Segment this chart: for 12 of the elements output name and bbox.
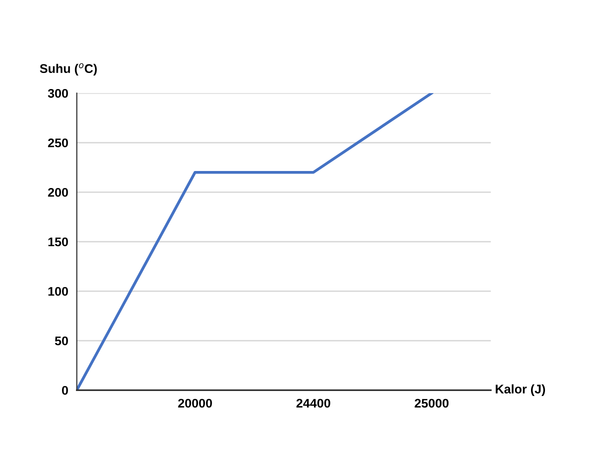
y-tick-label: 300	[48, 88, 68, 98]
x-tick-label: 25000	[414, 398, 449, 408]
x-axis-title: Kalor (J)	[496, 384, 546, 396]
y-tick-label: 150	[48, 237, 68, 246]
y-axis-title: Suhu ($^{o}$C)	[40, 63, 97, 76]
x-tick-label: 20000	[178, 398, 212, 408]
y-tick-label: 250	[48, 138, 68, 148]
y-tick-label: 50	[54, 336, 68, 346]
y-tick-label: 100	[48, 286, 68, 296]
y-tick-label: 0	[62, 386, 68, 395]
x-tick-label: 24400	[296, 398, 330, 408]
y-tick-label: 200	[48, 188, 68, 197]
